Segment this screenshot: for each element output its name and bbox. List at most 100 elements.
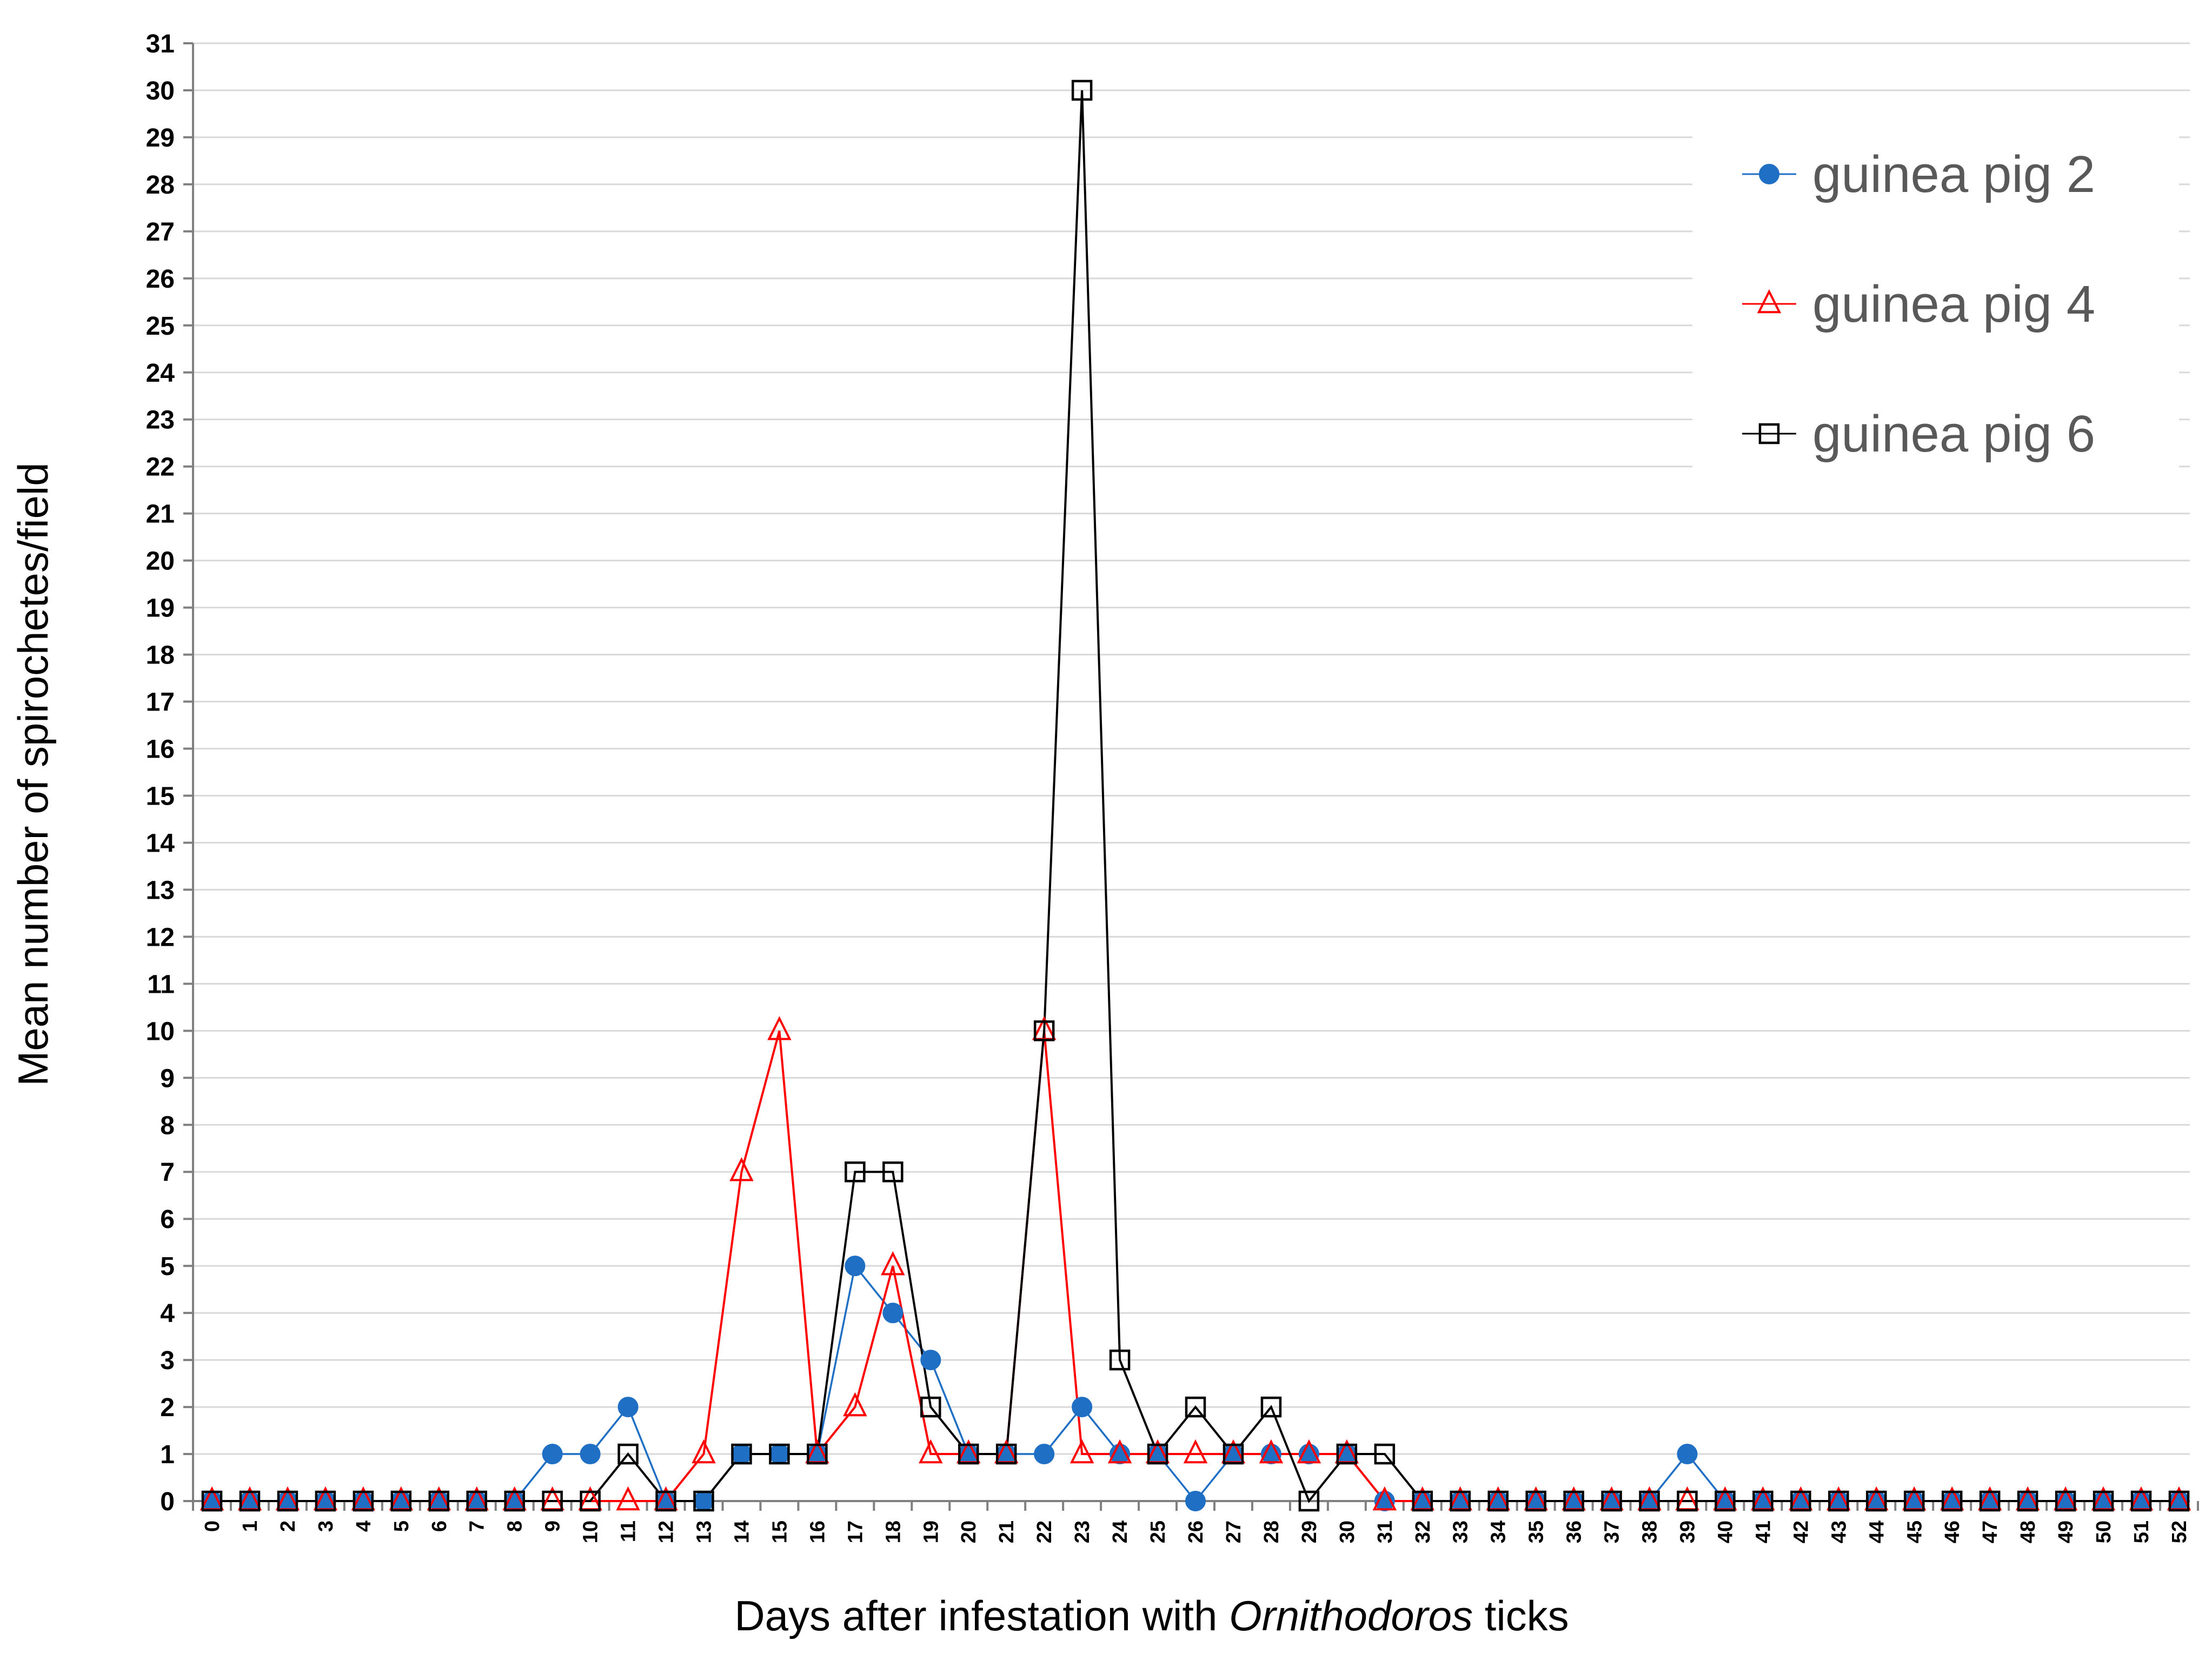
point-s1-x15	[769, 1444, 790, 1465]
point-s2-x23	[1070, 1439, 1094, 1464]
point-s3-x30	[1336, 1443, 1358, 1465]
point-s1-x11	[617, 1397, 639, 1418]
point-s2-x18	[881, 1251, 905, 1276]
point-s3-x13	[693, 1490, 714, 1512]
x-tick-label-46: 46	[1941, 1521, 1964, 1543]
point-s3-x43	[1828, 1490, 1849, 1512]
point-s1-x13	[693, 1491, 714, 1511]
x-tick-labels: 0 1 2 3 4 5 6 7 8 9 10 11 12 13 14 15 16 17 18 19 20 21 22 23 24…	[201, 1521, 2191, 1543]
x-tick-label-33: 33	[1450, 1521, 1472, 1543]
x-tick-label-7: 7	[466, 1521, 489, 1532]
x-tick-label-22: 22	[1033, 1521, 1056, 1543]
x-tick-label-18: 18	[882, 1521, 905, 1543]
point-s3-x33	[1450, 1490, 1471, 1512]
x-axis-title: Days after infestation with Ornithodoros…	[734, 1592, 1569, 1639]
legend-entry-3: guinea pig 6	[1742, 405, 2095, 463]
point-s3-x27	[1223, 1443, 1244, 1465]
series-markers-2	[200, 1016, 2191, 1511]
series-line-1	[212, 1264, 2179, 1503]
point-s3-x26	[1185, 1396, 1206, 1418]
point-s3-x51	[2130, 1490, 2152, 1512]
y-tick-label-1: 1	[160, 1440, 175, 1469]
point-s3-x25	[1147, 1443, 1168, 1465]
point-s3-x2	[277, 1490, 298, 1512]
x-tick-label-4: 4	[353, 1521, 375, 1532]
x-tick-label-15: 15	[768, 1521, 791, 1543]
x-tick-label-36: 36	[1563, 1521, 1586, 1543]
point-s3-x21	[995, 1443, 1017, 1465]
point-s3-x17	[845, 1161, 866, 1183]
x-tick-label-10: 10	[580, 1521, 602, 1543]
x-axis-title-part-3: ticks	[1473, 1592, 1569, 1639]
point-s1-x9	[542, 1444, 563, 1465]
series-markers-1	[202, 1256, 2189, 1511]
point-s1-x19	[920, 1350, 941, 1371]
x-tick-label-26: 26	[1185, 1521, 1207, 1543]
x-tick-label-39: 39	[1677, 1521, 1699, 1543]
point-s1-x23	[1072, 1397, 1093, 1418]
point-s3-x1	[239, 1490, 261, 1512]
x-tick-label-2: 2	[277, 1521, 300, 1532]
point-s1-x22	[1034, 1444, 1055, 1465]
x-tick-label-48: 48	[2017, 1521, 2040, 1543]
x-tick-label-3: 3	[315, 1521, 337, 1532]
y-tick-label-15: 15	[146, 782, 175, 811]
point-s3-x18	[882, 1161, 904, 1183]
y-tick-label-6: 6	[160, 1205, 175, 1234]
point-s3-x41	[1752, 1490, 1773, 1512]
x-tick-label-51: 51	[2130, 1521, 2153, 1543]
point-s2-x28	[1259, 1439, 1284, 1464]
y-tick-label-27: 27	[146, 218, 175, 247]
x-tick-label-5: 5	[390, 1521, 413, 1532]
x-tick-label-19: 19	[920, 1521, 942, 1543]
y-tick-label-22: 22	[146, 453, 175, 482]
y-tick-label-31: 31	[146, 30, 175, 58]
x-tick-label-1: 1	[239, 1521, 262, 1532]
point-s2-x29	[1297, 1439, 1321, 1464]
point-s3-x11	[617, 1443, 639, 1465]
legend-marker-3	[1758, 423, 1780, 444]
x-tick-label-52: 52	[2168, 1521, 2191, 1543]
y-tick-label-5: 5	[160, 1252, 175, 1281]
x-tick-label-41: 41	[1752, 1521, 1775, 1543]
point-s3-x28	[1260, 1396, 1282, 1418]
y-axis-title: Mean number of spirochetes/field	[9, 462, 57, 1086]
point-s3-x20	[958, 1443, 979, 1465]
point-s3-x16	[807, 1443, 828, 1465]
x-axis-title-part-1: Days after infestation with	[734, 1592, 1229, 1639]
point-s3-x42	[1790, 1490, 1811, 1512]
x-tick-label-29: 29	[1298, 1521, 1321, 1543]
point-s3-x34	[1487, 1490, 1509, 1512]
y-tick-label-28: 28	[146, 171, 175, 200]
x-tick-label-31: 31	[1374, 1521, 1397, 1543]
point-s3-x3	[315, 1490, 336, 1512]
point-s2-x19	[919, 1439, 943, 1464]
x-tick-label-24: 24	[1109, 1521, 1132, 1543]
point-s3-x40	[1715, 1490, 1736, 1512]
point-s2-x24	[1107, 1439, 1132, 1464]
y-tick-label-24: 24	[146, 359, 175, 388]
x-tick-label-32: 32	[1412, 1521, 1434, 1543]
y-tick-label-25: 25	[146, 312, 175, 341]
point-s3-x46	[1941, 1490, 1963, 1512]
legend-label-2: guinea pig 4	[1812, 275, 2095, 333]
y-tick-label-20: 20	[146, 547, 175, 576]
y-tick-label-14: 14	[146, 829, 175, 858]
point-s2-x31	[1372, 1486, 1397, 1511]
y-tick-label-3: 3	[160, 1346, 175, 1375]
point-s3-x12	[655, 1490, 676, 1512]
y-tick-label-4: 4	[160, 1299, 175, 1328]
y-tick-label-26: 26	[146, 265, 175, 294]
x-tick-label-21: 21	[995, 1521, 1018, 1543]
y-tick-label-17: 17	[146, 688, 175, 717]
x-tick-label-11: 11	[617, 1521, 640, 1542]
point-s3-x50	[2093, 1490, 2114, 1512]
point-s3-x49	[2055, 1490, 2076, 1512]
x-tick-label-23: 23	[1071, 1521, 1094, 1543]
point-s3-x45	[1904, 1490, 1925, 1512]
x-tick-label-8: 8	[504, 1521, 527, 1532]
point-s3-x9	[542, 1490, 563, 1512]
y-tick-label-30: 30	[146, 77, 175, 105]
